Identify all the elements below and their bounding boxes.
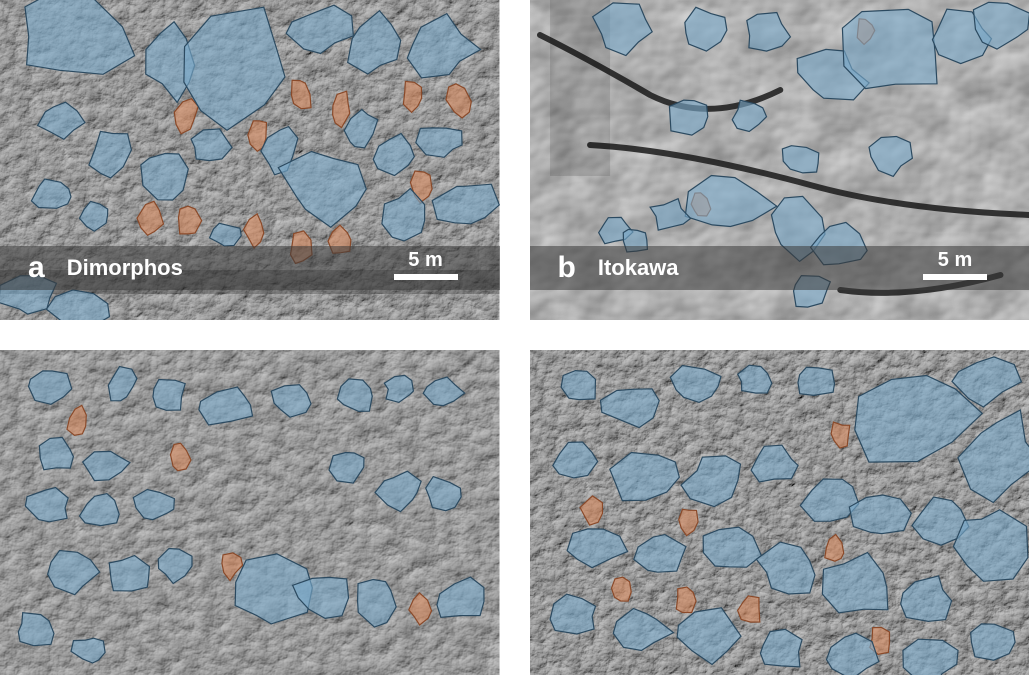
- panel-d: [530, 350, 1029, 675]
- scalebar-bar: [923, 274, 987, 280]
- scalebar-text: 5 m: [408, 249, 442, 272]
- panel-letter: b: [558, 251, 576, 285]
- panel-a: a Dimorphos 5 m: [0, 0, 500, 320]
- figure-grid: a Dimorphos 5 m b Itokawa 5 m: [0, 0, 1029, 675]
- scalebar: 5 m: [923, 249, 987, 280]
- panel-b: b Itokawa 5 m: [530, 0, 1029, 320]
- scalebar-bar: [394, 274, 458, 280]
- scalebar: 5 m: [394, 249, 458, 280]
- panel-c: [0, 350, 500, 675]
- scalebar-text: 5 m: [938, 249, 972, 272]
- panel-letter: a: [28, 251, 45, 285]
